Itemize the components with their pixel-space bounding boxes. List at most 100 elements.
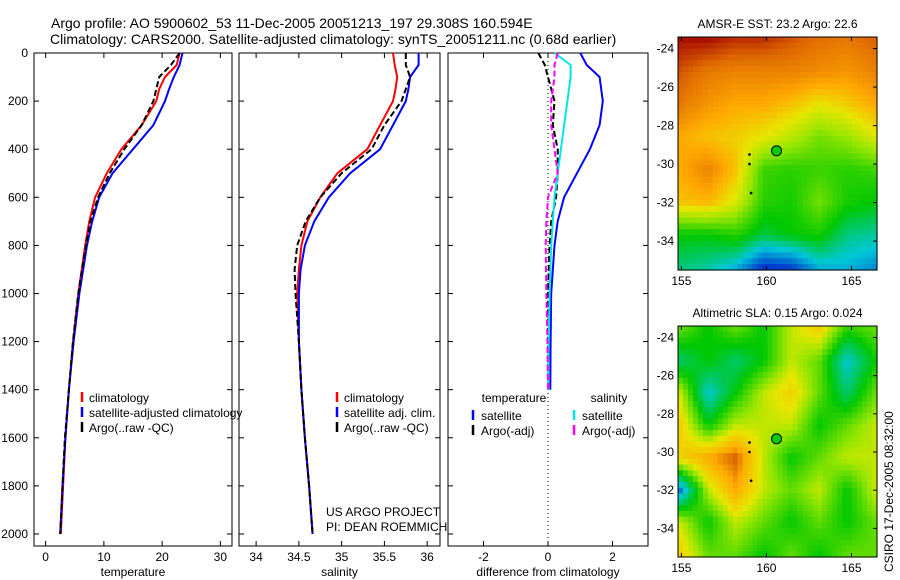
heatmap-cell — [687, 539, 694, 547]
heatmap-cell — [872, 136, 878, 143]
heatmap-cell — [772, 83, 779, 91]
heatmap-cell — [862, 246, 868, 254]
heatmap-cell — [812, 453, 818, 460]
heatmap-cell — [822, 528, 828, 535]
heatmap-cell — [867, 539, 873, 547]
heatmap-cell — [678, 516, 684, 523]
heatmap-cell — [772, 458, 779, 466]
heatmap-cell — [857, 510, 863, 518]
heatmap-cell — [822, 153, 828, 160]
heatmap-cell — [767, 106, 774, 114]
heatmap-cell — [797, 551, 803, 558]
heatmap-cell — [842, 343, 848, 350]
heatmap-cell — [742, 522, 749, 529]
heatmap-cell — [817, 194, 823, 201]
heatmap-cell — [692, 383, 699, 391]
heatmap-cell — [752, 124, 759, 131]
heatmap-cell — [837, 395, 843, 402]
heatmap-cell — [717, 487, 724, 495]
heatmap-cell — [737, 377, 744, 385]
heatmap-cell — [857, 153, 863, 160]
heatmap-cell — [787, 101, 794, 108]
heatmap-cell — [707, 159, 714, 166]
heatmap-cell — [732, 95, 739, 102]
heatmap-cell — [792, 499, 798, 506]
heatmap-cell — [682, 476, 689, 483]
heatmap-cell — [822, 331, 828, 339]
heatmap-cell — [822, 246, 828, 254]
heatmap-cell — [787, 389, 794, 396]
heatmap-cell — [777, 217, 784, 224]
heatmap-cell — [822, 71, 828, 79]
heatmap-cell — [842, 83, 848, 91]
heatmap-cell — [757, 252, 764, 259]
heatmap-cell — [857, 395, 863, 402]
heatmap-cell — [712, 141, 719, 149]
heatmap-cell — [802, 493, 808, 500]
heatmap-cell — [678, 499, 684, 506]
heatmap-cell — [872, 153, 878, 160]
project-annotation: US ARGO PROJECT — [326, 505, 441, 519]
heatmap-cell — [802, 106, 808, 114]
heatmap-cell — [842, 372, 848, 379]
heatmap-cell — [792, 360, 798, 368]
heatmap-cell — [822, 240, 828, 248]
heatmap-cell — [837, 136, 843, 143]
heatmap-cell — [852, 435, 858, 443]
heatmap-cell — [717, 354, 724, 362]
heatmap-cell — [832, 418, 838, 425]
heatmap-cell — [682, 170, 689, 178]
heatmap-cell — [782, 205, 789, 213]
heatmap-cell — [807, 418, 813, 425]
heatmap-cell — [712, 118, 719, 125]
heatmap-cell — [712, 349, 719, 356]
heatmap-cell — [857, 470, 863, 477]
heatmap-cell — [687, 95, 694, 102]
heatmap-cell — [687, 343, 694, 350]
heatmap-cell — [842, 112, 848, 120]
heatmap-cell — [692, 366, 699, 373]
heatmap-cell — [807, 141, 813, 149]
heatmap-cell — [772, 360, 779, 368]
heatmap-cell — [817, 95, 823, 102]
heatmap-cell — [727, 326, 734, 333]
heatmap-cell — [802, 539, 808, 547]
heatmap-cell — [842, 528, 848, 535]
heatmap-cell — [727, 349, 734, 356]
heatmap-cell — [867, 418, 873, 425]
heatmap-cell — [767, 424, 774, 431]
heatmap-cell — [822, 533, 828, 541]
heatmap-cell — [792, 545, 798, 552]
heatmap-cell — [847, 170, 853, 178]
heatmap-cell — [682, 326, 689, 333]
heatmap-cell — [832, 551, 838, 558]
heatmap-cell — [822, 147, 828, 155]
heatmap-cell — [702, 545, 709, 552]
heatmap-cell — [852, 551, 858, 558]
heatmap-cell — [802, 545, 808, 552]
heatmap-cell — [687, 101, 694, 108]
heatmap-cell — [872, 112, 878, 120]
heatmap-cell — [852, 252, 858, 259]
heatmap-cell — [727, 264, 734, 271]
heatmap-cell — [827, 200, 833, 207]
heatmap-cell — [727, 395, 734, 402]
heatmap-cell — [747, 153, 754, 160]
heatmap-cell — [857, 499, 863, 506]
heatmap-cell — [872, 188, 878, 195]
heatmap-cell — [707, 165, 714, 172]
heatmap-cell — [867, 481, 873, 489]
heatmap-cell — [802, 453, 808, 460]
heatmap-cell — [722, 395, 729, 402]
heatmap-cell — [772, 487, 779, 495]
heatmap-cell — [752, 401, 759, 408]
heatmap-cell — [857, 147, 863, 155]
heatmap-cell — [817, 377, 823, 385]
heatmap-cell — [767, 246, 774, 254]
heatmap-cell — [787, 337, 794, 344]
heatmap-cell — [872, 493, 878, 500]
heatmap-cell — [697, 194, 704, 201]
heatmap-cell — [722, 476, 729, 483]
heatmap-cell — [777, 223, 784, 230]
heatmap-cell — [777, 401, 784, 408]
